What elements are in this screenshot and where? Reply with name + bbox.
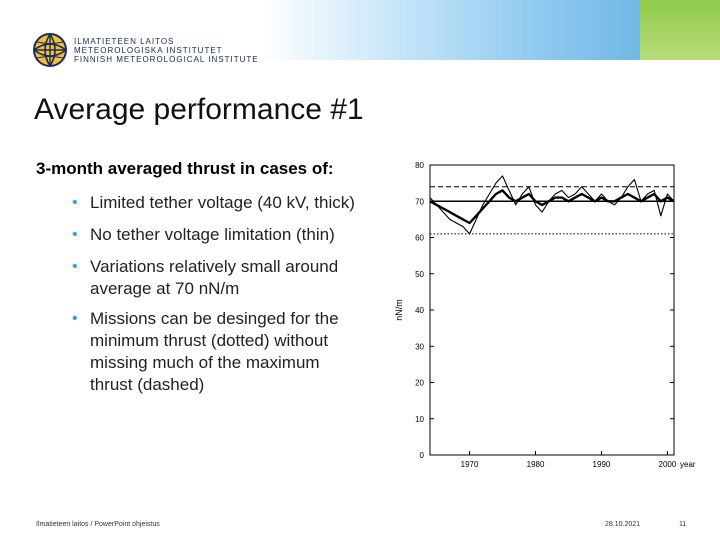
bullet-text: Limited tether voltage (40 kV, thick) bbox=[90, 193, 355, 212]
series-line-thin bbox=[429, 175, 675, 235]
bullet-text: average at 70 nN/m bbox=[90, 279, 240, 298]
institute-name-fi: ILMATIETEEN LAITOS bbox=[74, 37, 175, 46]
footer-organization: Ilmatieteen laitos / PowerPoint ohjeistu… bbox=[36, 521, 160, 528]
bullet-text: Missions can be desinged for the bbox=[90, 309, 339, 328]
bullet-text: missing much of the maximum bbox=[90, 353, 320, 372]
y-tick-label: 80 bbox=[415, 161, 424, 170]
x-tick-label: 1980 bbox=[527, 460, 545, 469]
footer-date: 28.10.2021 bbox=[605, 521, 641, 528]
x-tick-label: 1970 bbox=[461, 460, 479, 469]
bullet-dot-icon: • bbox=[72, 194, 78, 211]
x-tick-label: 2000 bbox=[659, 460, 677, 469]
institute-name-en: FINNISH METEOROLOGICAL INSTITUTE bbox=[74, 55, 259, 64]
lead-text: 3-month averaged thrust in cases of: bbox=[36, 159, 334, 178]
y-tick-label: 30 bbox=[415, 342, 424, 351]
bullet-text: No tether voltage limitation (thin) bbox=[90, 225, 335, 244]
globe-logo-icon bbox=[33, 33, 67, 67]
y-tick-label: 60 bbox=[415, 234, 424, 243]
slide-title: Average performance #1 bbox=[34, 93, 364, 126]
thrust-chart-panel: 0 10 20 30 40 50 60 70 80 1970 1980 1990 2000 year nN/… bbox=[388, 155, 720, 485]
bullet-dot-icon: • bbox=[72, 258, 78, 275]
series-line-thick bbox=[429, 189, 675, 225]
footer-page-number: 11 bbox=[679, 521, 687, 528]
y-tick-label: 50 bbox=[415, 270, 424, 279]
header-banner-accent bbox=[640, 0, 720, 60]
y-tick-label: 70 bbox=[415, 197, 424, 206]
y-tick-label: 40 bbox=[415, 306, 424, 315]
institute-name-sv: METEOROLOGISKA INSTITUTET bbox=[74, 46, 223, 55]
bullet-text: thrust (dashed) bbox=[90, 375, 205, 394]
thrust-chart: 0 10 20 30 40 50 60 70 80 1970 1980 1990 2000 year nN/… bbox=[394, 161, 696, 469]
y-tick-label: 20 bbox=[415, 379, 424, 388]
plot-frame bbox=[429, 164, 675, 456]
x-tick-label: 1990 bbox=[593, 460, 611, 469]
y-tick-label: 10 bbox=[415, 415, 424, 424]
bullet-dot-icon: • bbox=[72, 226, 78, 243]
y-tick-label: 0 bbox=[420, 451, 425, 460]
bullet-text: minimum thrust (dotted) without bbox=[90, 331, 329, 350]
y-axis-label: nN/m bbox=[394, 299, 404, 321]
x-axis-label: year bbox=[680, 460, 696, 469]
bullet-text: Variations relatively small around bbox=[90, 257, 339, 276]
bullet-dot-icon: • bbox=[72, 310, 78, 327]
